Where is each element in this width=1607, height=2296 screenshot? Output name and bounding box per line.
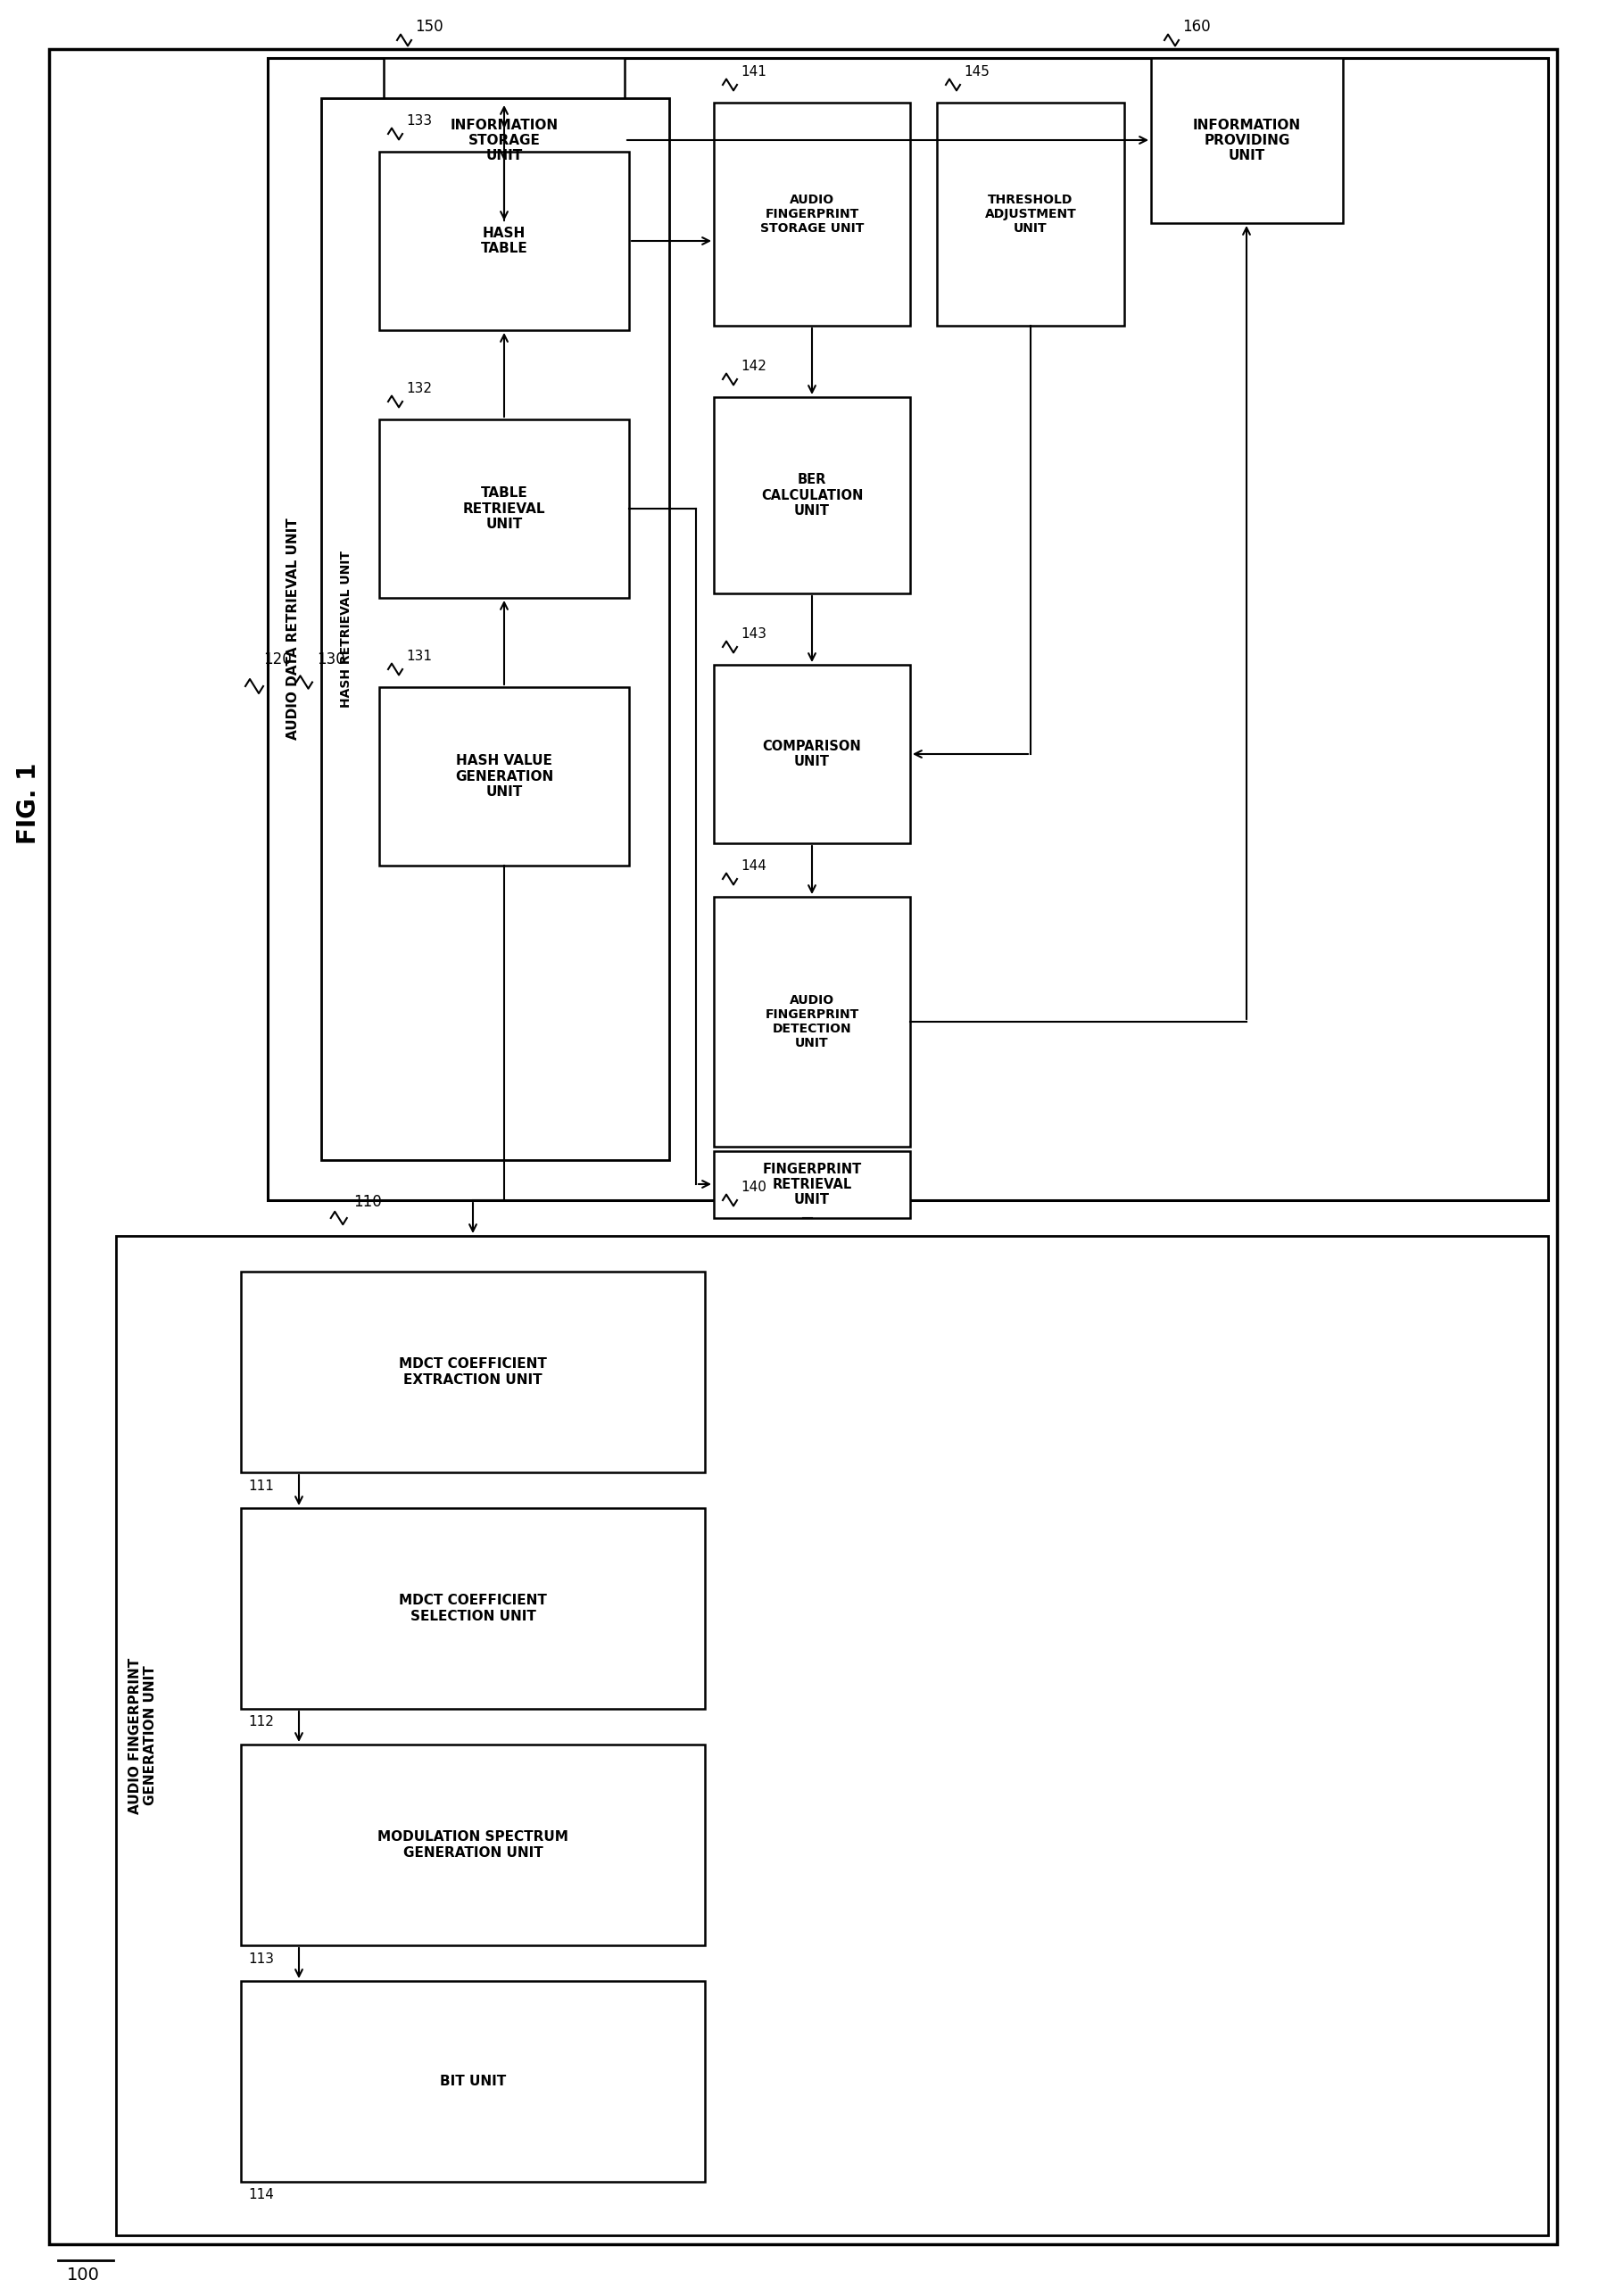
Text: AUDIO
FINGERPRINT
STORAGE UNIT: AUDIO FINGERPRINT STORAGE UNIT	[760, 193, 865, 234]
Text: 112: 112	[247, 1715, 273, 1729]
Bar	[116, 1235, 1548, 2236]
Bar	[241, 1981, 705, 2181]
Text: FIG. 1: FIG. 1	[16, 762, 42, 845]
Text: FINGERPRINT
RETRIEVAL
UNIT: FINGERPRINT RETRIEVAL UNIT	[762, 1162, 861, 1208]
Text: 150: 150	[415, 18, 444, 34]
Text: 145: 145	[964, 64, 990, 78]
Text: 142: 142	[741, 358, 767, 372]
Text: 141: 141	[741, 64, 767, 78]
Text: MDCT COEFFICIENT
SELECTION UNIT: MDCT COEFFICIENT SELECTION UNIT	[399, 1593, 546, 1623]
Text: HASH
TABLE: HASH TABLE	[480, 227, 527, 255]
Bar	[714, 1150, 910, 1219]
Text: HASH RETRIEVAL UNIT: HASH RETRIEVAL UNIT	[341, 551, 352, 707]
Text: MODULATION SPECTRUM
GENERATION UNIT: MODULATION SPECTRUM GENERATION UNIT	[378, 1830, 569, 1860]
Text: 143: 143	[741, 627, 767, 641]
Text: 132: 132	[407, 381, 432, 395]
Text: HASH VALUE
GENERATION
UNIT: HASH VALUE GENERATION UNIT	[455, 753, 553, 799]
Text: BIT UNIT: BIT UNIT	[440, 2076, 506, 2087]
Text: 160: 160	[1183, 18, 1210, 34]
Text: 130: 130	[317, 652, 346, 668]
Text: TABLE
RETRIEVAL
UNIT: TABLE RETRIEVAL UNIT	[463, 487, 545, 530]
Text: 111: 111	[247, 1479, 273, 1492]
Text: 100: 100	[67, 2266, 100, 2285]
Bar	[268, 57, 1548, 1201]
Text: INFORMATION
PROVIDING
UNIT: INFORMATION PROVIDING UNIT	[1192, 119, 1302, 163]
Text: BER
CALCULATION
UNIT: BER CALCULATION UNIT	[762, 473, 863, 517]
Bar	[321, 99, 669, 1159]
Bar	[241, 1508, 705, 1708]
Text: COMPARISON
UNIT: COMPARISON UNIT	[763, 739, 861, 769]
Bar	[1151, 57, 1343, 223]
Bar	[379, 420, 628, 597]
Text: 144: 144	[741, 859, 767, 872]
Text: THRESHOLD
ADJUSTMENT
UNIT: THRESHOLD ADJUSTMENT UNIT	[985, 193, 1077, 234]
Text: INFORMATION
STORAGE
UNIT: INFORMATION STORAGE UNIT	[450, 119, 558, 163]
Bar	[937, 103, 1125, 326]
Bar	[714, 397, 910, 592]
Text: 140: 140	[741, 1180, 767, 1194]
Bar	[241, 1745, 705, 1945]
Bar	[714, 666, 910, 843]
Text: AUDIO DATA RETRIEVAL UNIT: AUDIO DATA RETRIEVAL UNIT	[286, 519, 299, 739]
Bar	[379, 687, 628, 866]
Text: MDCT COEFFICIENT
EXTRACTION UNIT: MDCT COEFFICIENT EXTRACTION UNIT	[399, 1357, 546, 1387]
Text: 120: 120	[264, 652, 291, 668]
Bar	[241, 1272, 705, 1472]
Text: 131: 131	[407, 650, 432, 664]
Bar	[714, 898, 910, 1146]
Bar	[379, 152, 628, 331]
Text: 110: 110	[354, 1194, 381, 1210]
Text: AUDIO
FINGERPRINT
DETECTION
UNIT: AUDIO FINGERPRINT DETECTION UNIT	[765, 994, 858, 1049]
Bar	[714, 103, 910, 326]
Text: 113: 113	[247, 1952, 273, 1965]
Text: 133: 133	[407, 115, 432, 126]
Text: 114: 114	[247, 2188, 273, 2202]
Bar	[384, 57, 625, 223]
Text: AUDIO FINGERPRINT
GENERATION UNIT: AUDIO FINGERPRINT GENERATION UNIT	[129, 1658, 157, 1814]
